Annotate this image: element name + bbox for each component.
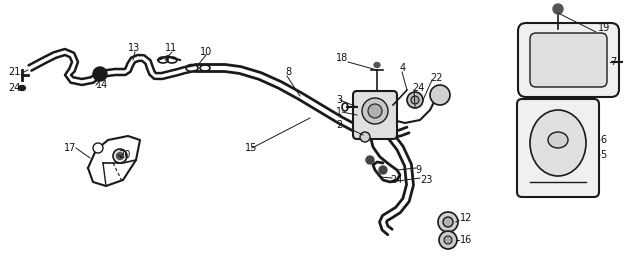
Text: 11: 11: [165, 43, 177, 53]
Text: 22: 22: [430, 73, 442, 83]
Text: 1: 1: [336, 107, 342, 117]
Circle shape: [407, 92, 423, 108]
FancyBboxPatch shape: [517, 99, 599, 197]
Text: 17: 17: [64, 143, 76, 153]
FancyBboxPatch shape: [518, 23, 619, 97]
Circle shape: [116, 153, 124, 160]
Text: 24: 24: [8, 83, 20, 93]
Circle shape: [411, 96, 419, 104]
Ellipse shape: [530, 110, 586, 176]
Text: 24: 24: [390, 175, 403, 185]
Circle shape: [360, 132, 370, 142]
Text: 15: 15: [245, 143, 257, 153]
Text: 21: 21: [8, 67, 20, 77]
Text: 16: 16: [460, 235, 472, 245]
Text: 7: 7: [610, 57, 616, 67]
Circle shape: [93, 67, 107, 81]
Circle shape: [553, 4, 563, 14]
Text: 2: 2: [336, 120, 342, 130]
Circle shape: [366, 156, 374, 164]
Text: 6: 6: [600, 135, 606, 145]
Text: 20: 20: [118, 150, 131, 160]
Text: 4: 4: [400, 63, 406, 73]
Text: 9: 9: [415, 165, 421, 175]
Text: 3: 3: [336, 95, 342, 105]
Circle shape: [113, 149, 127, 163]
Circle shape: [93, 143, 103, 153]
Text: 5: 5: [600, 150, 606, 160]
Ellipse shape: [19, 85, 26, 90]
Circle shape: [368, 104, 382, 118]
Text: 24: 24: [412, 83, 424, 93]
Text: 23: 23: [420, 175, 433, 185]
FancyBboxPatch shape: [530, 33, 607, 87]
Ellipse shape: [374, 62, 380, 68]
Circle shape: [438, 212, 458, 232]
Text: 18: 18: [336, 53, 348, 63]
Circle shape: [444, 236, 452, 244]
Text: 12: 12: [460, 213, 472, 223]
Circle shape: [443, 217, 453, 227]
Circle shape: [362, 98, 388, 124]
Circle shape: [439, 231, 457, 249]
FancyBboxPatch shape: [353, 91, 397, 139]
Circle shape: [430, 85, 450, 105]
Text: 13: 13: [128, 43, 140, 53]
Ellipse shape: [548, 132, 568, 148]
Text: 8: 8: [285, 67, 291, 77]
Circle shape: [379, 166, 387, 174]
Text: 19: 19: [598, 23, 611, 33]
Text: 14: 14: [96, 80, 108, 90]
Text: 10: 10: [200, 47, 212, 57]
